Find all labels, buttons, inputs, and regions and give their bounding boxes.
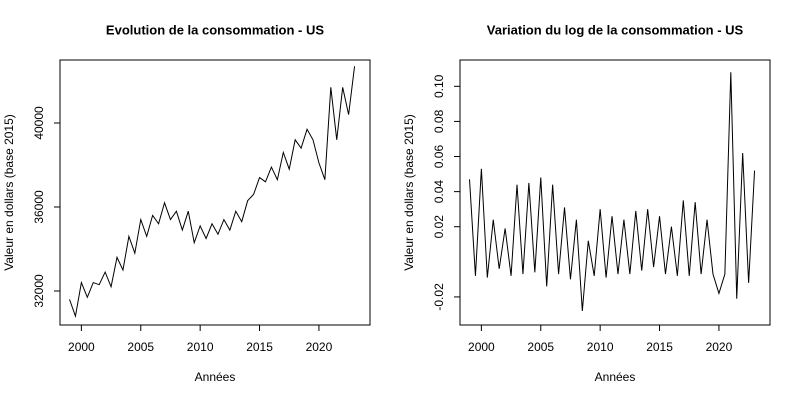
x-tick-label: 2005: [527, 340, 554, 354]
x-tick-label: 2005: [127, 340, 154, 354]
y-axis-label: Valeur en dollars (base 2015): [402, 114, 416, 271]
x-tick-label: 2020: [306, 340, 333, 354]
x-axis-label: Années: [595, 370, 636, 384]
x-tick-label: 2015: [646, 340, 673, 354]
y-tick-label: 36000: [32, 190, 46, 224]
x-tick-label: 2015: [246, 340, 273, 354]
y-tick-label: 0.02: [432, 215, 446, 239]
x-tick-label: 2010: [587, 340, 614, 354]
y-tick-label: -0.02: [432, 283, 446, 311]
y-tick-label: 40000: [32, 106, 46, 140]
y-tick-label: 0.04: [432, 180, 446, 204]
y-tick-label: 0.06: [432, 145, 446, 169]
x-tick-label: 2000: [468, 340, 495, 354]
plot-box: [59, 59, 371, 326]
data-line: [469, 72, 756, 312]
y-tick-label: 32000: [32, 274, 46, 308]
x-tick-label: 2000: [68, 340, 95, 354]
y-tick-label: 0.08: [432, 109, 446, 133]
y-axis-label: Valeur en dollars (base 2015): [2, 114, 16, 271]
x-axis-label: Années: [195, 370, 236, 384]
x-tick-label: 2010: [187, 340, 214, 354]
data-line: [69, 66, 356, 319]
plot-box: [459, 59, 771, 326]
chart-title: Variation du log de la consommation - US: [487, 22, 744, 37]
y-tick-label: 0.10: [432, 74, 446, 98]
x-tick-label: 2020: [706, 340, 733, 354]
chart-title: Evolution de la consommation - US: [106, 22, 324, 37]
